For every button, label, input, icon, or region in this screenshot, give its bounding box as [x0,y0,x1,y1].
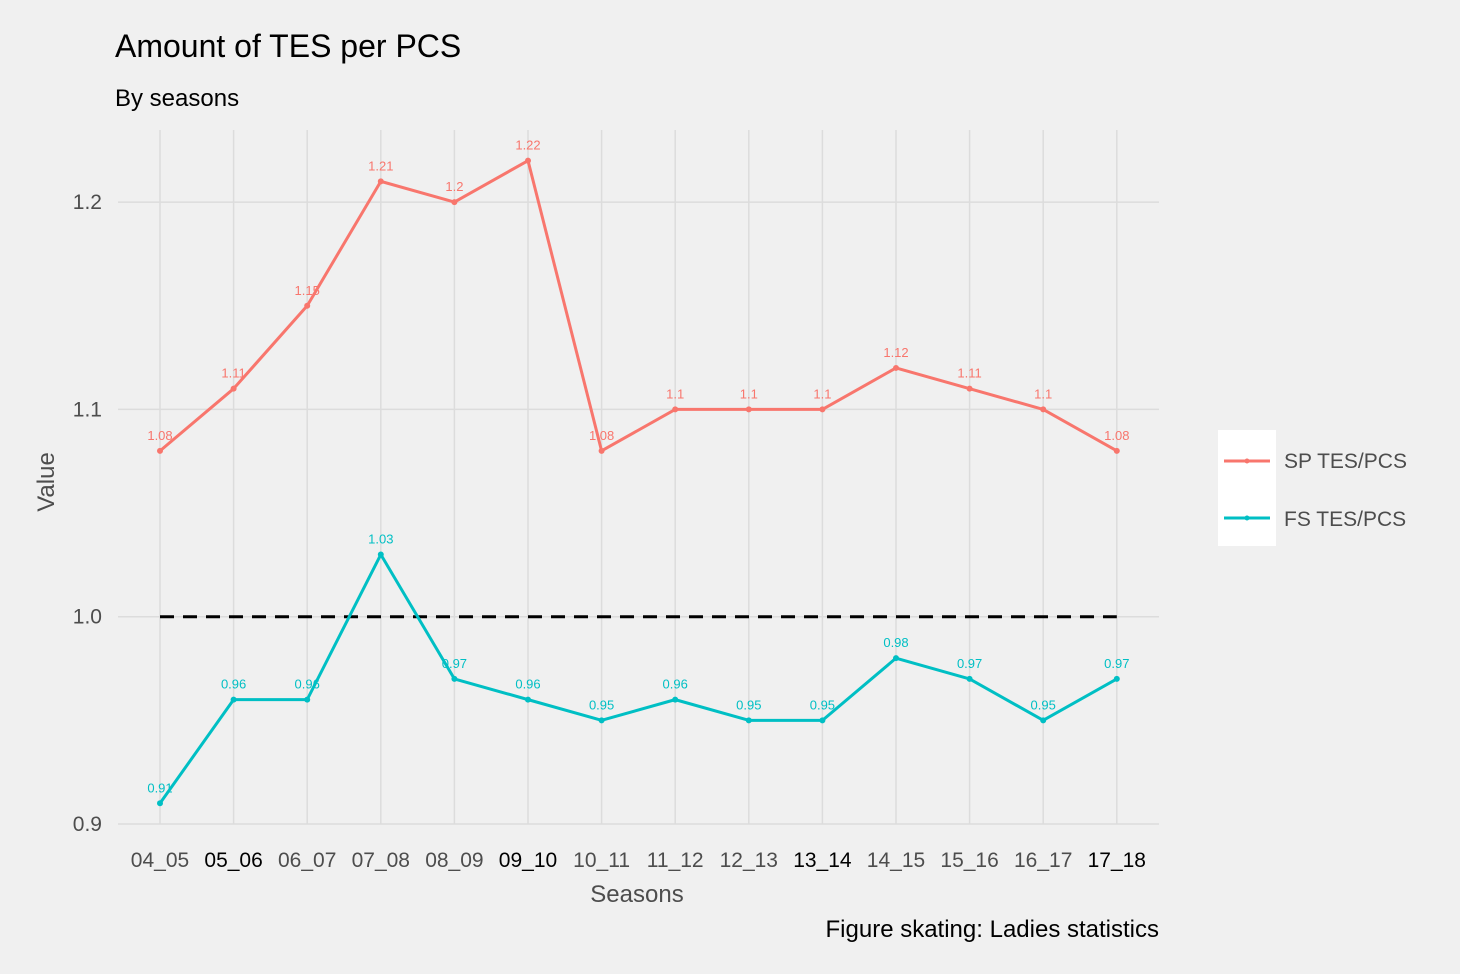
y-tick-label: 1.0 [73,606,102,629]
data-point-sp [377,178,384,185]
chart-caption: Figure skating: Ladies statistics [826,916,1159,943]
data-point-sp [598,447,605,454]
x-axis-title: Seasons [590,881,683,908]
data-point-sp [966,385,973,392]
legend: SP TES/PCS FS TES/PCS [1218,430,1407,546]
data-label-sp: 1.1 [813,386,831,401]
series-line-fs [158,553,1118,805]
x-tick-label: 13_14 [793,849,852,872]
grid [118,130,1159,825]
data-point-sp [672,406,679,413]
data-label-fs: 0.97 [1104,656,1129,671]
x-tick-label: 15_16 [940,849,998,872]
legend-label-sp: SP TES/PCS [1284,450,1407,473]
data-point-fs [745,717,752,724]
x-tick-label: 04_05 [131,849,189,872]
series-group: 1.08 1.11 1.15 1.21 1.2 1.22 1.08 1.1 1.1 1.1 1.12… [147,138,1129,807]
data-label-fs: 0.96 [221,677,246,692]
chart-subtitle: By seasons [115,85,239,112]
y-tick-label: 1.2 [73,191,102,214]
data-label-fs: 0.95 [1031,697,1056,712]
y-tick-label: 1.1 [73,398,102,421]
data-label-fs: 0.96 [663,677,688,692]
data-label-sp: 1.21 [368,158,393,173]
data-label-sp: 1.12 [883,345,908,360]
data-label-fs: 0.98 [883,635,908,650]
legend-key-sp-point [1244,458,1250,464]
x-tick-label: 09_10 [499,849,557,872]
data-label-sp: 1.22 [515,138,540,153]
data-label-sp: 1.08 [1104,428,1129,443]
data-point-sp [525,157,531,164]
data-point-fs [230,696,237,703]
x-tick-label: 12_13 [720,849,778,872]
chart-title: Amount of TES per PCS [115,28,461,64]
data-point-sp [745,406,752,413]
data-label-fs: 1.03 [368,532,393,547]
data-label-fs: 0.96 [515,677,540,692]
series-line-sp [159,159,1118,453]
legend-label-fs: FS TES/PCS [1284,508,1406,531]
data-point-sp [819,406,826,413]
data-label-sp: 1.11 [957,366,981,381]
data-label-fs: 0.95 [810,697,835,712]
legend-key-background [1218,430,1276,546]
data-point-fs [451,675,458,682]
data-label-sp: 1.2 [445,179,463,194]
data-label-sp: 1.15 [295,283,320,298]
data-label-fs: 0.97 [957,656,982,671]
data-point-sp [1040,406,1047,413]
data-point-sp [1113,447,1120,454]
x-tick-label: 11_12 [647,849,704,872]
data-point-sp [304,302,311,309]
y-tick-label: 0.9 [73,813,102,836]
data-point-fs [525,696,531,703]
data-label-sp: 1.11 [221,366,245,381]
axes: 04_05 05_06 06_07 07_08 08_09 09_10 10_11 11_12… [73,191,1146,872]
data-point-sp [230,385,237,392]
data-label-sp: 1.1 [666,386,684,401]
x-tick-label: 16_17 [1014,849,1072,872]
x-tick-label: 17_18 [1088,849,1146,872]
data-point-fs [377,551,384,558]
data-label-fs: 0.96 [295,677,320,692]
data-point-fs [672,696,679,703]
x-tick-label: 05_06 [204,849,262,872]
data-label-fs: 0.95 [736,697,761,712]
x-tick-label: 14_15 [867,849,925,872]
data-point-fs [1040,717,1047,724]
data-label-fs: 0.97 [442,656,467,671]
x-tick-label: 07_08 [352,849,410,872]
data-label-fs: 0.95 [589,697,614,712]
y-axis-title: Value [33,452,60,512]
data-point-fs [966,675,973,682]
data-label-sp: 1.1 [1034,386,1052,401]
data-point-sp [893,364,899,371]
x-tick-label: 08_09 [425,849,483,872]
data-label-sp: 1.08 [589,428,614,443]
data-point-fs [304,696,311,703]
data-label-sp: 1.1 [740,386,758,401]
x-tick-label: 10_11 [573,849,630,872]
data-point-fs [819,717,826,724]
data-point-fs [157,800,163,807]
data-point-fs [893,655,899,662]
data-label-sp: 1.08 [147,428,172,443]
data-point-fs [598,717,605,724]
x-tick-label: 06_07 [278,849,336,872]
data-point-sp [451,199,458,206]
data-label-fs: 0.91 [147,780,172,795]
data-point-sp [157,447,163,454]
data-point-fs [1113,675,1120,682]
legend-key-fs-point [1244,515,1250,521]
